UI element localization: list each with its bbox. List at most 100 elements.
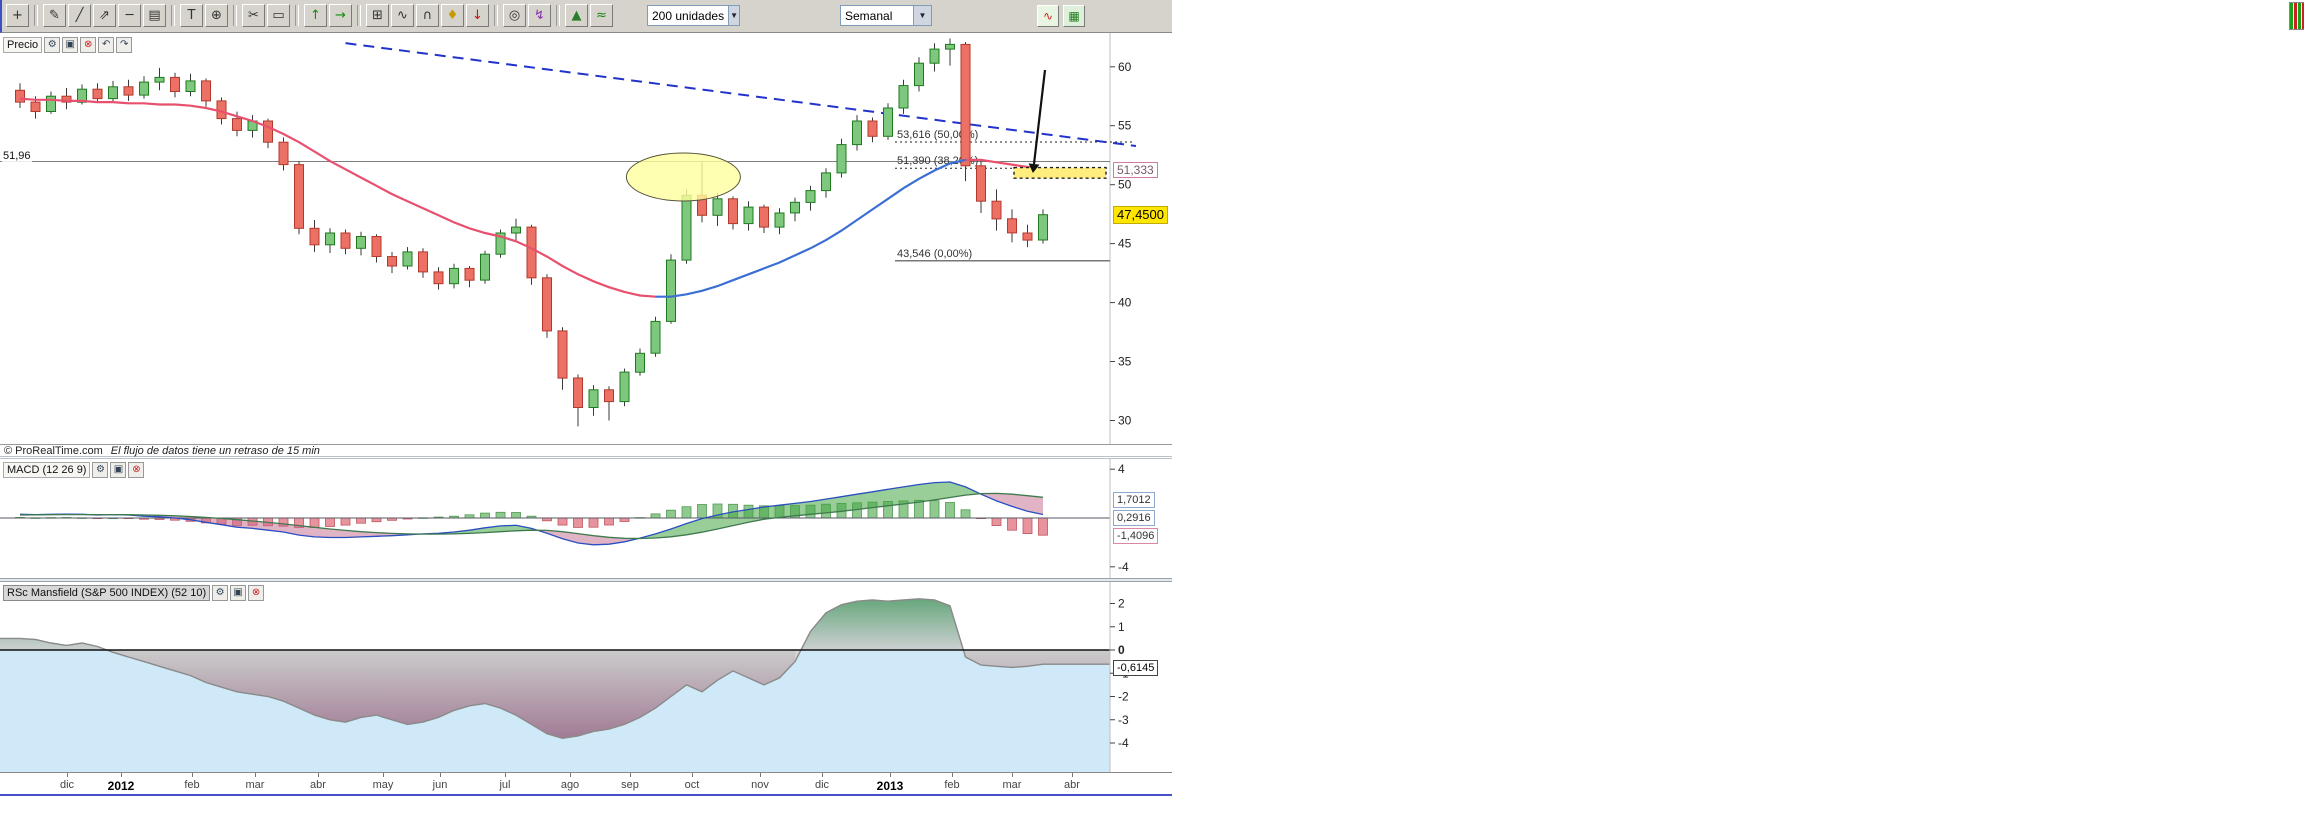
- mini-chart-icon[interactable]: [2289, 2, 2304, 30]
- close-icon[interactable]: ⊗: [128, 462, 145, 478]
- macd-panel: 4 -4 MACD (12 26 9) ⚙ ▣ ⊗ 1,7012 0,2916 -…: [0, 458, 1172, 579]
- price-level-label: 51,96: [2, 150, 32, 162]
- toolbar-separator: [171, 5, 175, 26]
- duplicate-icon[interactable]: ▣: [62, 37, 79, 53]
- close-icon[interactable]: ⊗: [248, 585, 265, 601]
- svg-text:2: 2: [1118, 597, 1125, 611]
- crosshair-tool-icon[interactable]: ⊕: [205, 4, 228, 27]
- alarm-icon[interactable]: ♦: [441, 4, 464, 27]
- svg-text:40: 40: [1118, 296, 1132, 310]
- copyright-text: © ProRealTime.com: [4, 444, 103, 457]
- toolbar-icons: + ✎ ╱ ⇗ ─ ▤ T ⊕ ✂ ▭ ↑ → ⊞ ∿ ∩ ♦ ↓ ◎ ↯ ▲ ≈: [6, 4, 613, 27]
- x-axis-label: ago: [560, 779, 580, 791]
- x-axis-tick: [67, 773, 68, 777]
- trend-arrow-tool-icon[interactable]: ⇗: [93, 4, 116, 27]
- sell-arrow-icon[interactable]: ↓: [466, 4, 489, 27]
- wave-icon[interactable]: ≈: [590, 4, 613, 27]
- units-dropdown-value: 200 unidades: [652, 8, 725, 23]
- cut-tool-icon[interactable]: ✂: [242, 4, 265, 27]
- x-axis-tick: [383, 773, 384, 777]
- x-axis-label: jul: [499, 779, 511, 791]
- x-axis-tick: [121, 773, 122, 777]
- x-axis-tick: [1072, 773, 1073, 777]
- duplicate-icon[interactable]: ▣: [110, 462, 127, 478]
- svg-text:-4: -4: [1118, 736, 1129, 750]
- stats-up-icon[interactable]: ▲: [565, 4, 588, 27]
- pencil-tool-icon[interactable]: ✎: [43, 4, 66, 27]
- fibonacci-tool-icon[interactable]: ▤: [143, 4, 166, 27]
- last-price-tag: 47,4500: [1113, 206, 1168, 224]
- text-tool-icon[interactable]: T: [180, 4, 203, 27]
- x-axis-label: feb: [184, 779, 200, 791]
- x-axis-label: mar: [1002, 779, 1022, 791]
- x-axis-tick: [822, 773, 823, 777]
- copyright-bar: © ProRealTime.com El flujo de datos tien…: [0, 444, 1172, 457]
- line-tool-icon[interactable]: ╱: [68, 4, 91, 27]
- undo-icon[interactable]: ↶: [98, 37, 115, 53]
- svg-text:55: 55: [1118, 119, 1132, 133]
- toolbar-separator: [34, 5, 38, 26]
- eraser-tool-icon[interactable]: ▭: [267, 4, 290, 27]
- price-panel: 53,616 (50,00%) 51,390 (38,20%) 43,546 (0,…: [0, 33, 1172, 444]
- close-icon[interactable]: ⊗: [80, 37, 97, 53]
- x-axis-tick: [952, 773, 953, 777]
- chart-style-button-2[interactable]: ▦: [1063, 5, 1085, 27]
- svg-text:1: 1: [1118, 620, 1125, 634]
- zigzag-tool-icon[interactable]: ∿: [391, 4, 414, 27]
- macd-panel-header: MACD (12 26 9) ⚙ ▣ ⊗: [3, 462, 145, 478]
- x-axis-label: abr: [1064, 779, 1080, 791]
- macd-chart[interactable]: 4 -4: [0, 459, 1172, 579]
- x-axis-label: abr: [310, 779, 326, 791]
- x-axis-tick: [1012, 773, 1013, 777]
- flash-icon[interactable]: ↯: [528, 4, 551, 27]
- price-panel-title: Precio: [3, 37, 43, 53]
- units-dropdown[interactable]: 200 unidades ▼: [647, 5, 740, 26]
- rsc-panel: 210-1-2-3-4 RSc Mansfield (S&P 500 INDEX…: [0, 582, 1172, 772]
- buy-arrow-icon[interactable]: ↑: [304, 4, 327, 27]
- arc-tool-icon[interactable]: ∩: [416, 4, 439, 27]
- macd-histogram-value-tag: -1,4096: [1113, 528, 1159, 544]
- x-axis-label: dic: [59, 779, 75, 791]
- svg-text:45: 45: [1118, 237, 1132, 251]
- period-dropdown-value: Semanal: [845, 8, 893, 23]
- chart-style-button-1[interactable]: ∿: [1037, 5, 1059, 27]
- time-axis: dic 2012 feb mar abr may jun jul ago sep oct nov dic…: [0, 772, 1172, 794]
- x-axis-label: mar: [245, 779, 265, 791]
- redo-icon[interactable]: ↷: [116, 37, 133, 53]
- bottom-border: [0, 794, 1172, 796]
- zoom-icon[interactable]: ◎: [503, 4, 526, 27]
- x-axis-tick: [318, 773, 319, 777]
- svg-text:-4: -4: [1118, 560, 1129, 574]
- price-chart[interactable]: 53,616 (50,00%) 51,390 (38,20%) 43,546 (0,…: [0, 33, 1172, 444]
- macd-line-value-tag: 0,2916: [1113, 510, 1155, 526]
- x-axis-label: oct: [684, 779, 700, 791]
- forward-icon[interactable]: →: [329, 4, 352, 27]
- x-axis-tick: [760, 773, 761, 777]
- add-indicator-icon[interactable]: ⊞: [366, 4, 389, 27]
- x-axis-tick: [440, 773, 441, 777]
- chevron-down-icon[interactable]: ▼: [913, 6, 931, 25]
- svg-text:43,546 (0,00%): 43,546 (0,00%): [897, 248, 972, 260]
- rsc-mansfield-chart[interactable]: 210-1-2-3-4: [0, 582, 1172, 772]
- period-dropdown[interactable]: Semanal ▼: [840, 5, 932, 26]
- svg-text:4: 4: [1118, 462, 1125, 476]
- x-axis-label: jun: [432, 779, 448, 791]
- x-axis-tick: [570, 773, 571, 777]
- toolbar-separator: [556, 5, 560, 26]
- cursor-tool-icon[interactable]: +: [6, 4, 29, 27]
- svg-text:30: 30: [1118, 414, 1132, 428]
- toolbar-separator: [233, 5, 237, 26]
- svg-text:-2: -2: [1118, 690, 1129, 704]
- properties-icon[interactable]: ⚙: [44, 37, 61, 53]
- x-axis-tick: [505, 773, 506, 777]
- svg-text:60: 60: [1118, 60, 1132, 74]
- rsc-value-tag: -0,6145: [1113, 660, 1159, 676]
- svg-text:0: 0: [1118, 643, 1125, 657]
- macd-panel-title: MACD (12 26 9): [3, 462, 91, 478]
- horizontal-line-tool-icon[interactable]: ─: [118, 4, 141, 27]
- x-axis-tick: [890, 773, 891, 777]
- duplicate-icon[interactable]: ▣: [230, 585, 247, 601]
- properties-icon[interactable]: ⚙: [212, 585, 229, 601]
- chevron-down-icon[interactable]: ▼: [728, 6, 739, 25]
- properties-icon[interactable]: ⚙: [92, 462, 109, 478]
